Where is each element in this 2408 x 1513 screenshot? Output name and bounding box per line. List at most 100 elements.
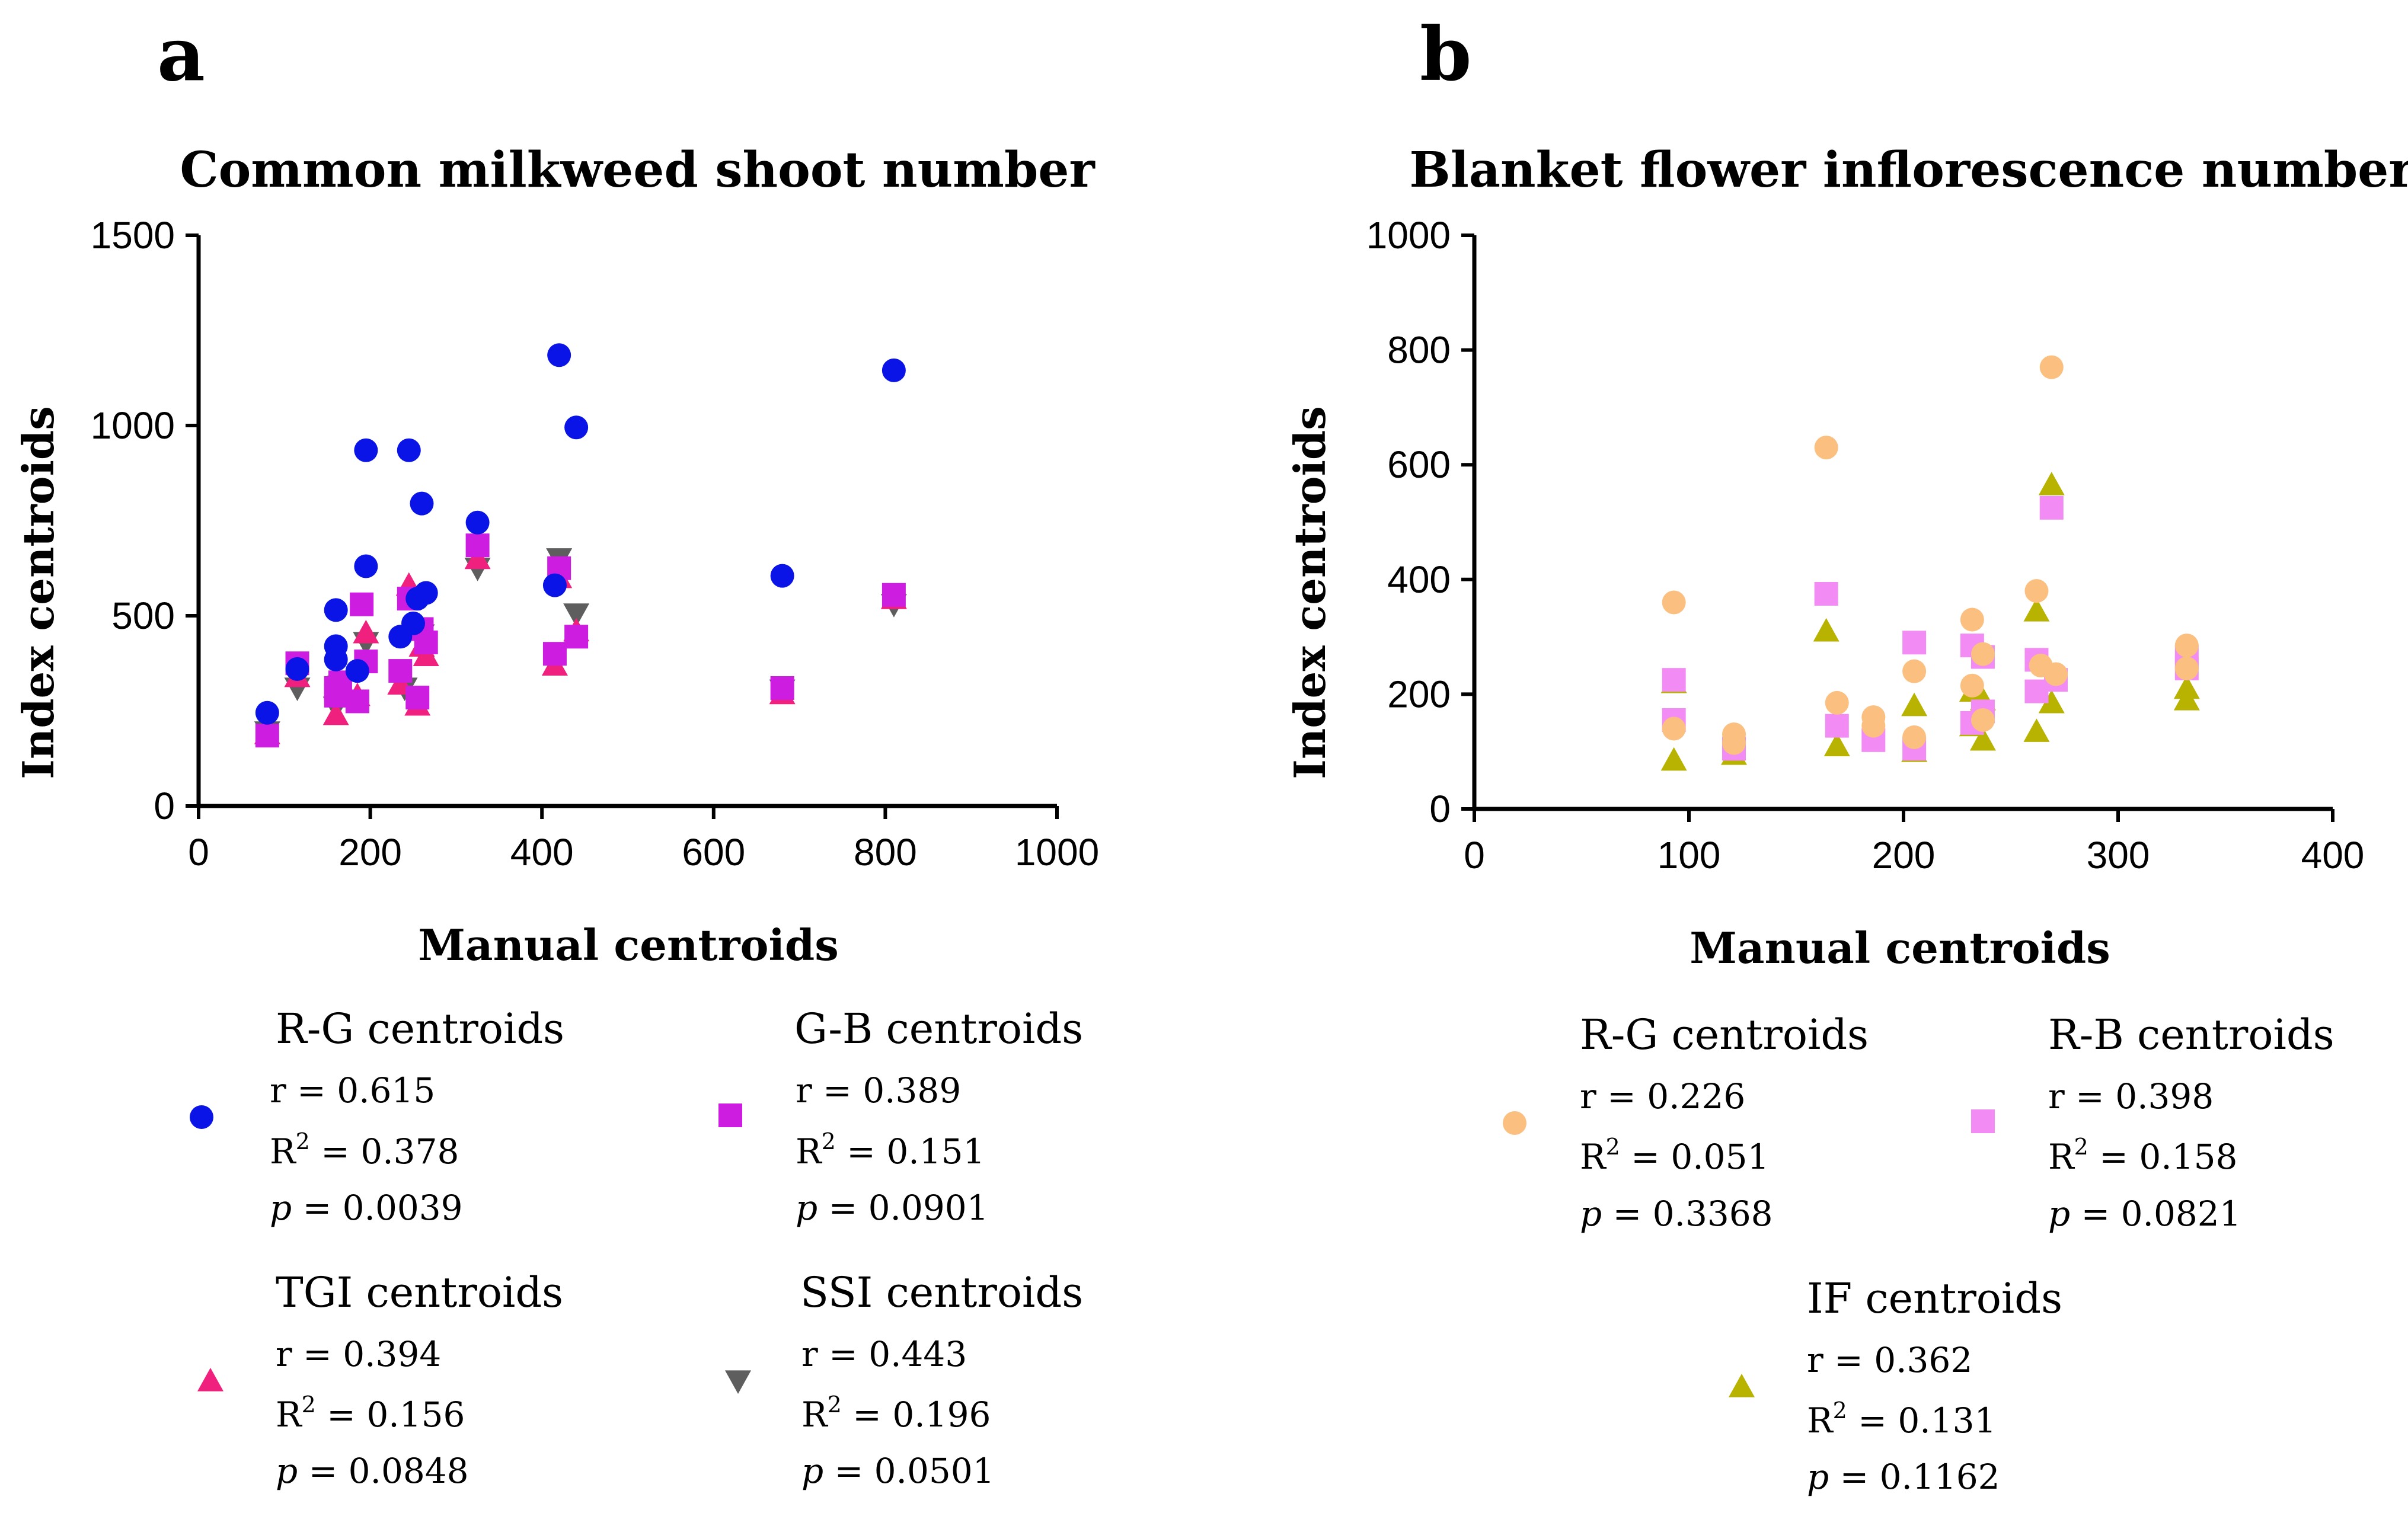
data-point-circle	[547, 343, 571, 367]
y-tick-label: 400	[1387, 558, 1451, 601]
legend-gb-a-r: r = 0.389	[796, 1070, 961, 1111]
legend-gb-a-r2: R2 = 0.151	[796, 1128, 985, 1172]
legend-ssi-a-r2: R2 = 0.196	[801, 1392, 991, 1435]
data-point-square	[350, 592, 374, 616]
data-point-triangle	[2173, 687, 2200, 711]
data-point-triangle	[2038, 472, 2065, 495]
legend-tgi-a-r2: R2 = 0.156	[276, 1392, 465, 1435]
data-point-circle	[1662, 590, 1686, 615]
data-point-circle	[1722, 731, 1746, 755]
data-point-square	[770, 676, 794, 700]
legend-rg-b-marker	[1503, 1111, 1526, 1135]
data-point-circle	[2024, 579, 2049, 603]
legend-tgi-a-marker	[197, 1368, 223, 1392]
legend-tgi-a-r: r = 0.394	[276, 1334, 441, 1374]
y-tick-label: 800	[1387, 329, 1451, 372]
data-point-circle	[345, 659, 369, 683]
legend-ssi-a-marker	[725, 1370, 751, 1394]
panel-a-x-ticks: 0 200 400 600 800 1000	[188, 806, 1099, 874]
data-point-circle	[882, 358, 906, 382]
legend-rb-b: R-B centroids r = 0.398 R2 = 0.158 p = 0…	[1971, 1010, 2334, 1234]
data-point-triangle	[413, 642, 439, 667]
data-point-circle	[1662, 716, 1686, 741]
legend-rb-b-r2: R2 = 0.158	[2048, 1134, 2237, 1177]
data-point-circle	[354, 554, 378, 578]
y-tick-label: 1500	[91, 214, 175, 257]
panel-a-xlabel: Manual centroids	[418, 920, 839, 970]
x-tick-label: 200	[338, 831, 402, 874]
legend-gb-a-marker	[718, 1103, 742, 1127]
panel-b-y-ticks: 0 200 400 600 800 1000	[1366, 214, 1474, 830]
data-point-triangle	[1969, 727, 1996, 751]
legend-ssi-a-p: p = 0.0501	[801, 1451, 995, 1491]
x-tick-label: 200	[1872, 834, 1936, 877]
panel-a-title: Common milkweed shoot number	[180, 142, 1096, 199]
x-tick-label: 1000	[1015, 831, 1099, 874]
data-point-square	[405, 686, 430, 710]
x-tick-label: 800	[854, 831, 917, 874]
legend-rg-b-r: r = 0.226	[1580, 1076, 1745, 1117]
panel-a: a Common milkweed shoot number Manual ce…	[13, 11, 1099, 1491]
legend-rb-b-label: R-B centroids	[2048, 1010, 2334, 1059]
legend-gb-a-label: G-B centroids	[794, 1005, 1083, 1053]
data-point-circle	[410, 491, 434, 516]
data-point-triangle	[1813, 618, 1839, 642]
panel-b-legend: R-G centroids r = 0.226 R2 = 0.051 p = 0…	[1503, 1010, 2334, 1497]
legend-marker-square	[718, 1103, 742, 1127]
data-point-circle	[1971, 642, 1995, 666]
data-point-square	[564, 625, 589, 649]
data-point-triangle	[2023, 598, 2050, 622]
data-point-circle	[770, 564, 794, 588]
data-point-circle	[401, 611, 425, 635]
data-point-circle	[414, 581, 438, 605]
panel-a-legend: R-G centroids r = 0.615 R2 = 0.378 p = 0…	[190, 1005, 1083, 1491]
panel-a-y-ticks: 0 500 1000 1500	[91, 214, 199, 827]
panel-a-ylabel: Index centroids	[13, 406, 63, 779]
data-point-square	[1902, 631, 1927, 655]
legend-gb-a-p: p = 0.0901	[796, 1188, 989, 1228]
data-point-circle	[255, 700, 279, 725]
legend-marker-square	[1971, 1109, 1995, 1133]
legend-rg-a-marker	[190, 1105, 213, 1129]
legend-if-b-p: p = 0.1162	[1807, 1457, 2000, 1497]
data-point-triangle	[1901, 692, 1928, 716]
data-point-square	[414, 630, 438, 654]
data-point-square	[255, 724, 279, 748]
y-tick-label: 500	[111, 594, 175, 637]
data-point-circle	[542, 573, 567, 597]
panel-a-points	[254, 343, 907, 748]
legend-tgi-a-label: TGI centroids	[276, 1268, 563, 1317]
legend-marker-circle	[1503, 1111, 1526, 1135]
data-point-square	[2039, 495, 2064, 520]
legend-if-b: IF centroids r = 0.362 R2 = 0.131 p = 0.…	[1729, 1274, 2062, 1497]
data-point-circle	[2174, 634, 2199, 658]
panel-b-title: Blanket flower inflorescence number	[1409, 142, 2408, 199]
panel-b: b Blanket flower inflorescence number Ma…	[1285, 11, 2408, 1497]
legend-rg-a: R-G centroids r = 0.615 R2 = 0.378 p = 0…	[190, 1005, 564, 1228]
data-point-circle	[397, 438, 421, 462]
data-point-triangle	[1660, 747, 1687, 771]
legend-if-b-marker	[1729, 1374, 1755, 1397]
legend-rg-b-label: R-G centroids	[1580, 1010, 1869, 1059]
panel-b-ylabel: Index centroids	[1285, 406, 1335, 779]
data-point-triangle	[1823, 732, 1850, 757]
legend-marker-triangle	[197, 1368, 223, 1392]
data-point-square	[882, 583, 906, 607]
legend-ssi-a-label: SSI centroids	[800, 1268, 1083, 1317]
x-tick-label: 300	[2087, 834, 2150, 877]
data-point-circle	[2174, 656, 2199, 680]
data-point-circle	[1971, 708, 1995, 732]
data-point-square	[1825, 714, 1849, 738]
data-point-square	[465, 533, 490, 558]
data-point-square	[388, 659, 413, 683]
data-point-square	[345, 689, 369, 714]
data-point-circle	[1960, 673, 1984, 698]
data-point-circle	[1902, 725, 1927, 749]
legend-marker-triangle-down	[725, 1370, 751, 1394]
y-tick-label: 200	[1387, 673, 1451, 715]
data-point-triangle	[2023, 718, 2050, 742]
data-point-square	[542, 642, 567, 666]
data-point-circle	[1861, 714, 1886, 738]
data-point-circle	[354, 438, 378, 462]
legend-tgi-a: TGI centroids r = 0.394 R2 = 0.156 p = 0…	[197, 1268, 563, 1491]
